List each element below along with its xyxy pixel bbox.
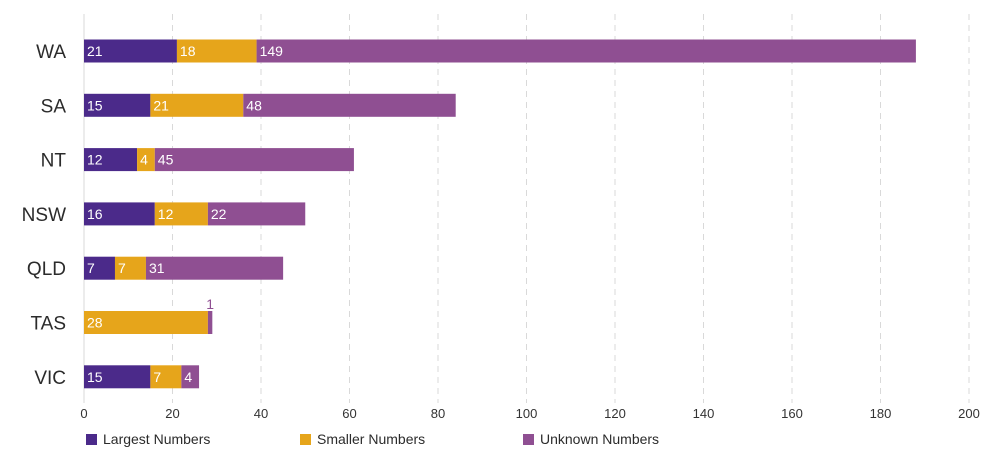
x-tick-label: 0 [80, 406, 87, 421]
bar-segment [181, 365, 200, 389]
x-tick-label: 200 [958, 406, 980, 421]
category-label: WA [36, 42, 66, 63]
data-label: 31 [149, 260, 165, 276]
data-label: 45 [158, 152, 174, 168]
x-tick-label: 160 [781, 406, 803, 421]
legend-label: Largest Numbers [103, 431, 211, 447]
x-axis-ticks: 0 20 40 60 80 100 120 140 160 180 200 [80, 406, 979, 421]
data-label: 7 [153, 369, 161, 385]
bar-segment [154, 148, 354, 172]
legend-swatch [86, 433, 97, 445]
bar-segment [154, 202, 208, 226]
bar-segment [256, 39, 916, 63]
bar-segment [84, 202, 155, 226]
data-label: 16 [87, 206, 103, 222]
stacked-bar-chart: 21 18 149 15 21 48 12 4 45 16 12 22 7 7 31 28 1 15 7 4 WA SA… [22, 14, 980, 421]
data-label: 15 [87, 97, 103, 113]
data-label: 18 [180, 43, 196, 59]
data-label: 4 [184, 369, 192, 385]
data-label: 28 [87, 315, 103, 331]
data-label: 21 [87, 43, 103, 59]
bar-segment [207, 311, 213, 334]
x-tick-label: 180 [870, 406, 892, 421]
data-label: 15 [87, 369, 103, 385]
bar-segment [84, 148, 138, 172]
legend-item: Largest Numbers [86, 431, 210, 447]
legend-swatch [523, 433, 534, 445]
data-label: 4 [140, 152, 148, 168]
legend-label: Smaller Numbers [317, 431, 426, 447]
bars: 21 18 149 15 21 48 12 4 45 16 12 22 7 7 31 28 1 15 7 4 [84, 39, 916, 389]
category-label: NSW [22, 205, 66, 226]
x-tick-label: 40 [254, 406, 268, 421]
category-label: SA [41, 96, 67, 117]
bar-segment [84, 256, 115, 280]
legend-swatch [300, 433, 311, 445]
bar-segment [207, 202, 306, 226]
x-tick-label: 20 [165, 406, 179, 421]
data-label: 22 [211, 206, 227, 222]
data-label: 149 [260, 43, 284, 59]
category-labels: WA SA NT NSW QLD TAS VIC [22, 42, 67, 389]
gridlines [83, 14, 970, 403]
category-label: VIC [34, 368, 66, 389]
category-label: QLD [27, 259, 66, 280]
x-tick-label: 140 [693, 406, 715, 421]
legend-label: Unknown Numbers [540, 431, 660, 447]
bar-segment [114, 256, 146, 280]
bar-segment [150, 93, 244, 117]
bar-segment [84, 365, 151, 389]
bar-segment [84, 311, 208, 334]
bar-segment [150, 365, 182, 389]
data-label: 1 [206, 296, 214, 312]
category-label: NT [41, 151, 67, 172]
legend: Largest Numbers Smaller Numbers Unknown Nu… [86, 431, 986, 451]
bar-segment [84, 39, 177, 63]
data-label: 7 [118, 260, 126, 276]
legend-item: Unknown Numbers [523, 431, 659, 447]
bar-segment [243, 93, 456, 117]
data-label: 7 [87, 260, 95, 276]
data-label: 21 [153, 97, 169, 113]
data-label: 12 [87, 152, 103, 168]
bar-segment [84, 93, 151, 117]
category-label: TAS [30, 314, 66, 335]
x-tick-label: 100 [516, 406, 538, 421]
bar-segment [176, 39, 257, 63]
x-tick-label: 60 [342, 406, 356, 421]
data-label: 48 [246, 97, 262, 113]
x-tick-label: 80 [431, 406, 445, 421]
bar-segment [137, 148, 155, 172]
x-tick-label: 120 [604, 406, 626, 421]
data-label: 12 [158, 206, 174, 222]
bar-segment [145, 256, 284, 280]
legend-item: Smaller Numbers [300, 431, 425, 447]
